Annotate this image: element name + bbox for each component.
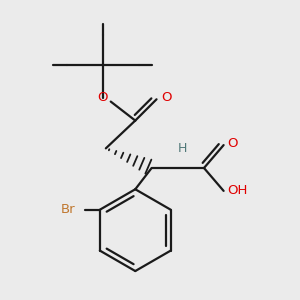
Text: Br: Br	[61, 203, 75, 216]
Text: O: O	[97, 91, 108, 104]
Text: O: O	[161, 91, 172, 104]
Text: H: H	[178, 142, 188, 155]
Text: OH: OH	[227, 184, 248, 197]
Text: O: O	[227, 137, 238, 150]
